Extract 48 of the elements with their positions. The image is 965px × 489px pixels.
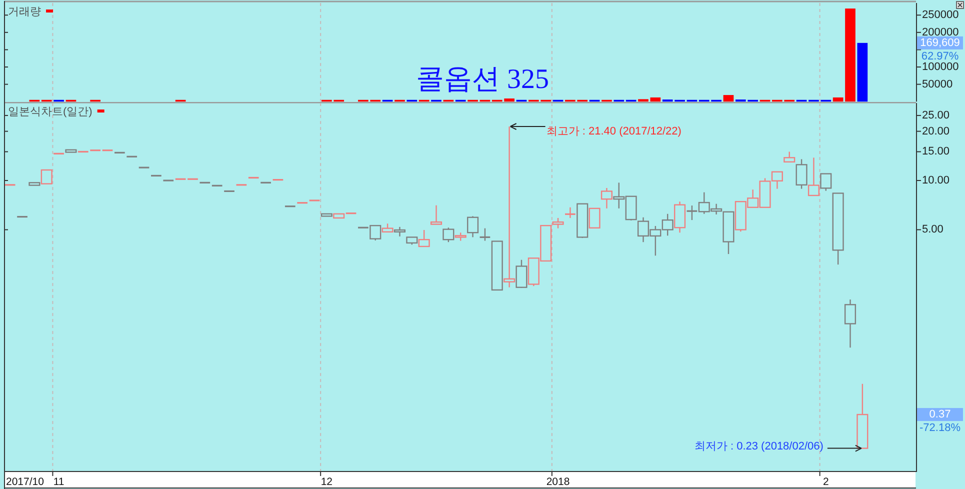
- candlestick: [588, 208, 600, 228]
- annotation: 최고가 : 21.40 (2017/12/22): [546, 126, 682, 138]
- x-tick-label: 2: [822, 476, 829, 488]
- candlestick: [832, 192, 844, 266]
- candlestick: [28, 182, 40, 186]
- candlestick: [430, 204, 442, 225]
- text: 0.37: [929, 408, 951, 421]
- candlestick: [856, 383, 868, 449]
- candlestick: [844, 298, 856, 348]
- candlestick: [600, 187, 612, 210]
- candlestick: [808, 157, 820, 196]
- y-tick-label: 5.00: [922, 224, 944, 236]
- bar: [832, 97, 844, 102]
- x-tick-label: 11: [53, 476, 64, 488]
- text: 거래량: [8, 6, 41, 18]
- y-tick-label: 250000: [922, 9, 959, 22]
- text: 콜옵션 325: [416, 64, 549, 95]
- x-tick-label: 2017/10: [6, 476, 44, 488]
- bar: [638, 99, 648, 102]
- candlestick: [722, 211, 734, 255]
- candlestick: [564, 206, 576, 219]
- candlestick: [504, 126, 516, 288]
- x-tick-label: 12: [320, 476, 333, 488]
- candlestick: [467, 216, 479, 238]
- candlestick: [491, 240, 503, 291]
- bar: [650, 97, 661, 102]
- x-tick-label: 2018: [546, 476, 570, 488]
- bar: [857, 42, 868, 102]
- bar: [845, 8, 856, 102]
- y-tick-label: 10.00: [922, 174, 950, 187]
- candlestick: [418, 229, 430, 248]
- y-tick-label: 20.00: [922, 125, 950, 138]
- text: 169,609: [920, 36, 960, 49]
- y-tick-label: 50000: [922, 78, 953, 90]
- y-tick-label: 15.00: [922, 146, 950, 158]
- y-tick-label: 100000: [922, 61, 959, 74]
- y-tick-label: 25.00: [922, 109, 950, 122]
- text: 일본식차트(일간): [8, 106, 92, 118]
- y-tick-label: 200000: [922, 26, 959, 38]
- candlestick: [65, 149, 77, 153]
- candlestick: [394, 226, 406, 238]
- text: -72.18%: [920, 422, 961, 434]
- candlestick: [320, 213, 332, 217]
- candlestick: [674, 200, 686, 234]
- candlestick: [40, 169, 52, 184]
- text: 62.97%: [921, 50, 959, 62]
- annotation: 최저가 : 0.23 (2018/02/06): [694, 440, 824, 452]
- bar: [723, 95, 734, 102]
